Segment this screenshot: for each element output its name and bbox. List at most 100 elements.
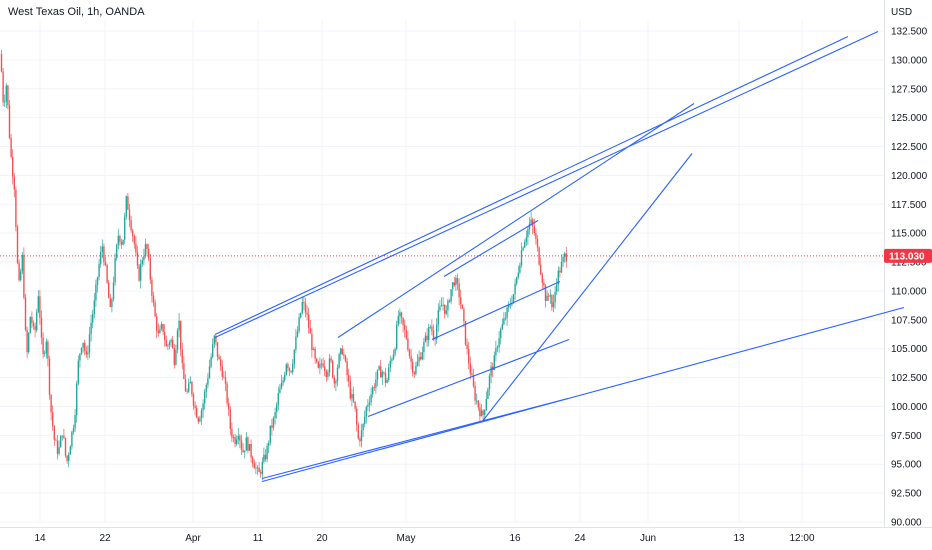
y-tick-label: 132.500 (891, 27, 928, 38)
candle-body (421, 352, 423, 360)
candle-body (10, 138, 12, 157)
candle-body (557, 270, 559, 285)
candle-body (175, 349, 177, 365)
candle-body (485, 399, 487, 410)
candle-body (63, 435, 65, 438)
candle-body (439, 306, 441, 311)
long-support-line[interactable] (261, 306, 905, 483)
current-price-label: 113.030 (889, 251, 925, 262)
candle-body (84, 342, 86, 351)
candle-body (466, 344, 468, 350)
x-tick-label: 13 (733, 533, 745, 544)
inner-channel-upper[interactable] (431, 280, 561, 341)
candle-body (392, 354, 395, 360)
upper-small-line[interactable] (443, 220, 539, 277)
candle-body (100, 252, 102, 264)
candle-body (128, 209, 131, 221)
channel-upper-line-2[interactable] (214, 31, 879, 338)
candle-body (423, 341, 425, 353)
candle-body (333, 377, 335, 384)
candle-body (279, 388, 281, 394)
candle-body (285, 364, 287, 375)
candle-body (228, 403, 230, 410)
candle-body (295, 336, 297, 350)
candle-body (554, 291, 556, 303)
candle-body (268, 442, 270, 446)
candle-body (384, 372, 387, 383)
candle-body (56, 440, 59, 454)
candle-body (397, 316, 399, 325)
candle-body (458, 283, 460, 298)
support-line-2[interactable] (261, 397, 569, 480)
trendlines[interactable] (214, 31, 905, 483)
channel-upper-line-1[interactable] (214, 36, 849, 335)
candle-body (416, 361, 419, 366)
candle-body (263, 454, 265, 462)
candle-body (130, 220, 132, 231)
candle-body (96, 277, 99, 285)
candle-body (124, 216, 126, 240)
candle-body (47, 341, 49, 359)
candle-body (309, 327, 311, 334)
y-tick-label: 95.000 (891, 460, 922, 471)
candle-body (501, 324, 503, 330)
candle-body (191, 381, 193, 395)
candle-body (413, 372, 415, 375)
candle-body (287, 364, 289, 369)
candle-body (389, 360, 391, 368)
candle-body (192, 394, 195, 406)
candle-body (199, 418, 201, 422)
candle-body (114, 257, 116, 283)
candle-body (95, 284, 97, 301)
steep-trendline[interactable] (482, 153, 693, 421)
y-tick-label: 110.000 (891, 286, 927, 297)
time-axis[interactable]: 14 22 Apr 11 20 May 16 24 Jun 13 12:00 (34, 533, 815, 544)
candle-body (204, 391, 206, 404)
y-tick-label: 100.000 (891, 402, 928, 413)
candle-body (314, 348, 316, 359)
candle-body (548, 295, 550, 297)
candle-body (559, 270, 561, 273)
candle-body (92, 313, 94, 323)
candle-body (293, 349, 295, 364)
candle-body (245, 437, 247, 451)
candle-body (317, 361, 319, 368)
candle-body (165, 340, 167, 347)
candle-body (516, 277, 518, 284)
candle-body (13, 176, 15, 190)
candle-body (533, 226, 535, 233)
candle-body (242, 449, 244, 453)
candle-body (357, 424, 359, 439)
candle-body (173, 348, 175, 365)
candle-body (85, 350, 87, 355)
candle-body (87, 352, 89, 355)
candle-body (424, 335, 427, 342)
candle-body (471, 373, 473, 376)
candle-body (236, 439, 238, 445)
candle-body (112, 282, 115, 300)
candle-body (447, 300, 449, 311)
candle-body (404, 325, 406, 330)
candle-body (212, 344, 214, 357)
inner-channel-lower[interactable] (367, 338, 570, 418)
candle-body (408, 349, 411, 357)
candle-body (362, 423, 364, 431)
candle-body (300, 313, 302, 318)
candle-body (429, 326, 431, 328)
candle-body (176, 330, 179, 350)
candle-body (146, 244, 148, 249)
rising-wedge-top[interactable] (337, 103, 695, 338)
candle-body (487, 389, 489, 400)
candle-body (340, 348, 342, 355)
candle-body (455, 277, 457, 286)
candle-body (261, 461, 263, 474)
price-axis[interactable]: USD 132.500 130.000 127.500 125.000 122.500 1… (891, 7, 928, 529)
candle-body (141, 260, 143, 265)
candle-body (76, 383, 78, 416)
candle-body (72, 428, 75, 432)
candle-body (40, 317, 43, 338)
candle-body (160, 324, 163, 329)
candle-body (215, 335, 217, 343)
candle-body (431, 326, 433, 331)
